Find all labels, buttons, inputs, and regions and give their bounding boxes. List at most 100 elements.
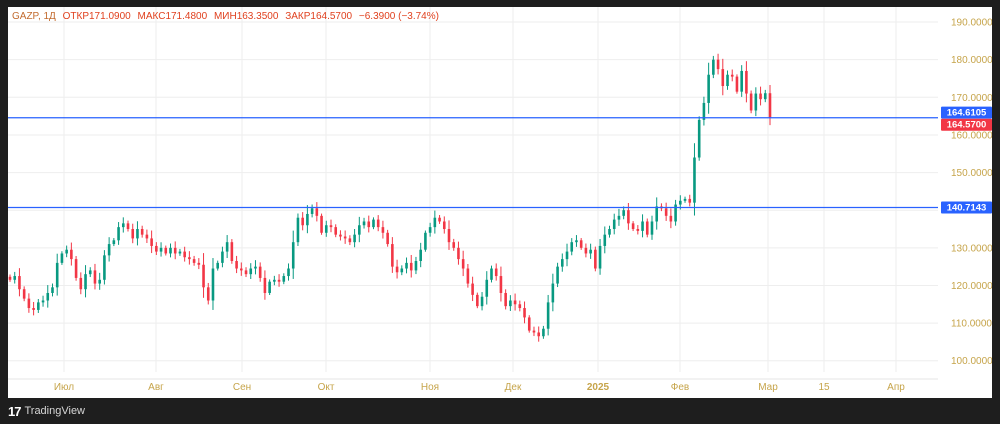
candle xyxy=(542,328,545,337)
candle xyxy=(688,198,692,203)
candle xyxy=(65,249,68,254)
legend-change: −6.3900 (−3.74%) xyxy=(358,11,439,22)
candle xyxy=(277,279,281,282)
price-label: 164.5700 xyxy=(947,120,987,131)
candle xyxy=(126,223,130,230)
candle xyxy=(339,234,342,237)
candle xyxy=(301,217,304,226)
candle xyxy=(386,232,389,245)
candle xyxy=(537,332,540,337)
legend-low-label: МИН xyxy=(213,11,237,22)
candle xyxy=(358,225,361,235)
y-tick-label: 150.0000 xyxy=(951,168,992,179)
candle xyxy=(306,213,309,226)
tradingview-logo-icon: 17 xyxy=(8,403,22,419)
candle xyxy=(93,270,97,284)
candle xyxy=(391,244,394,267)
candle xyxy=(679,200,682,205)
candle xyxy=(466,268,470,284)
candle xyxy=(608,229,611,235)
candle xyxy=(27,298,31,309)
candle xyxy=(513,300,517,305)
candle xyxy=(46,292,50,301)
x-tick-label: Окт xyxy=(318,382,335,393)
candle xyxy=(197,262,201,265)
candle xyxy=(636,229,640,231)
candle xyxy=(329,225,333,228)
candle xyxy=(353,234,356,243)
x-tick-label: Авг xyxy=(148,382,164,393)
candlestick-chart[interactable]: 100.0000110.0000120.0000130.0000140.0000… xyxy=(8,7,993,398)
candle xyxy=(509,300,512,307)
candle xyxy=(612,219,616,230)
candle xyxy=(424,232,427,250)
candle xyxy=(367,221,371,228)
candle xyxy=(211,268,215,301)
candle xyxy=(258,266,262,278)
candle xyxy=(216,262,219,269)
candle xyxy=(268,281,271,293)
candle xyxy=(745,70,748,94)
level-lines[interactable] xyxy=(8,117,938,209)
candle xyxy=(145,234,149,239)
y-tick-label: 120.0000 xyxy=(951,281,992,292)
tradingview-footer[interactable]: 17 TradingView xyxy=(8,402,85,420)
candle xyxy=(225,242,229,252)
candle xyxy=(150,238,153,246)
candle xyxy=(18,276,21,290)
y-tick-label: 160.0000 xyxy=(951,130,992,141)
candle xyxy=(716,59,720,70)
chart-panel[interactable]: 100.0000110.0000120.0000130.0000140.0000… xyxy=(8,7,993,398)
price-label: 140.7143 xyxy=(947,203,987,214)
candle xyxy=(188,257,191,260)
price-label-box xyxy=(941,201,992,214)
candle xyxy=(768,93,772,118)
candle xyxy=(579,240,583,248)
candle xyxy=(683,198,687,201)
candle xyxy=(589,249,592,254)
candle xyxy=(645,221,649,235)
x-tick-label: Мар xyxy=(758,382,778,393)
candle xyxy=(192,259,196,263)
tradingview-brand: TradingView xyxy=(24,405,86,417)
candle xyxy=(584,247,588,254)
candle xyxy=(726,74,729,87)
x-axis: Июл Авг Сен Окт Ноя Дек 2025 Фев Мар 15 Апр xyxy=(8,378,938,393)
candle xyxy=(88,270,92,275)
candle xyxy=(721,69,725,87)
candle xyxy=(490,268,493,280)
y-tick-label: 110.0000 xyxy=(951,319,992,330)
candle xyxy=(763,93,767,100)
candle xyxy=(112,240,116,245)
candle xyxy=(697,119,701,158)
candle xyxy=(164,247,168,254)
candle xyxy=(55,262,59,288)
legend-high: 171.4800 xyxy=(165,11,208,22)
candle xyxy=(650,221,654,235)
candle xyxy=(41,300,45,303)
candle xyxy=(249,268,253,275)
candle xyxy=(707,74,710,103)
candle xyxy=(254,266,257,269)
candle xyxy=(22,289,26,299)
candle xyxy=(169,247,172,254)
candle xyxy=(447,229,451,243)
y-tick-label: 180.0000 xyxy=(951,55,992,66)
candle xyxy=(561,259,564,267)
candle xyxy=(471,283,474,295)
candle xyxy=(504,292,507,307)
candle xyxy=(523,308,526,318)
candle xyxy=(442,221,446,230)
candle xyxy=(84,274,87,290)
candle xyxy=(735,76,739,92)
candle xyxy=(60,253,64,263)
candle xyxy=(263,277,267,293)
candle xyxy=(754,93,758,111)
candle xyxy=(372,219,375,228)
candle xyxy=(409,262,413,271)
candle xyxy=(664,208,668,216)
y-tick-label: 130.0000 xyxy=(951,243,992,254)
candle xyxy=(627,210,630,224)
candle xyxy=(641,221,644,231)
candle xyxy=(74,259,78,278)
